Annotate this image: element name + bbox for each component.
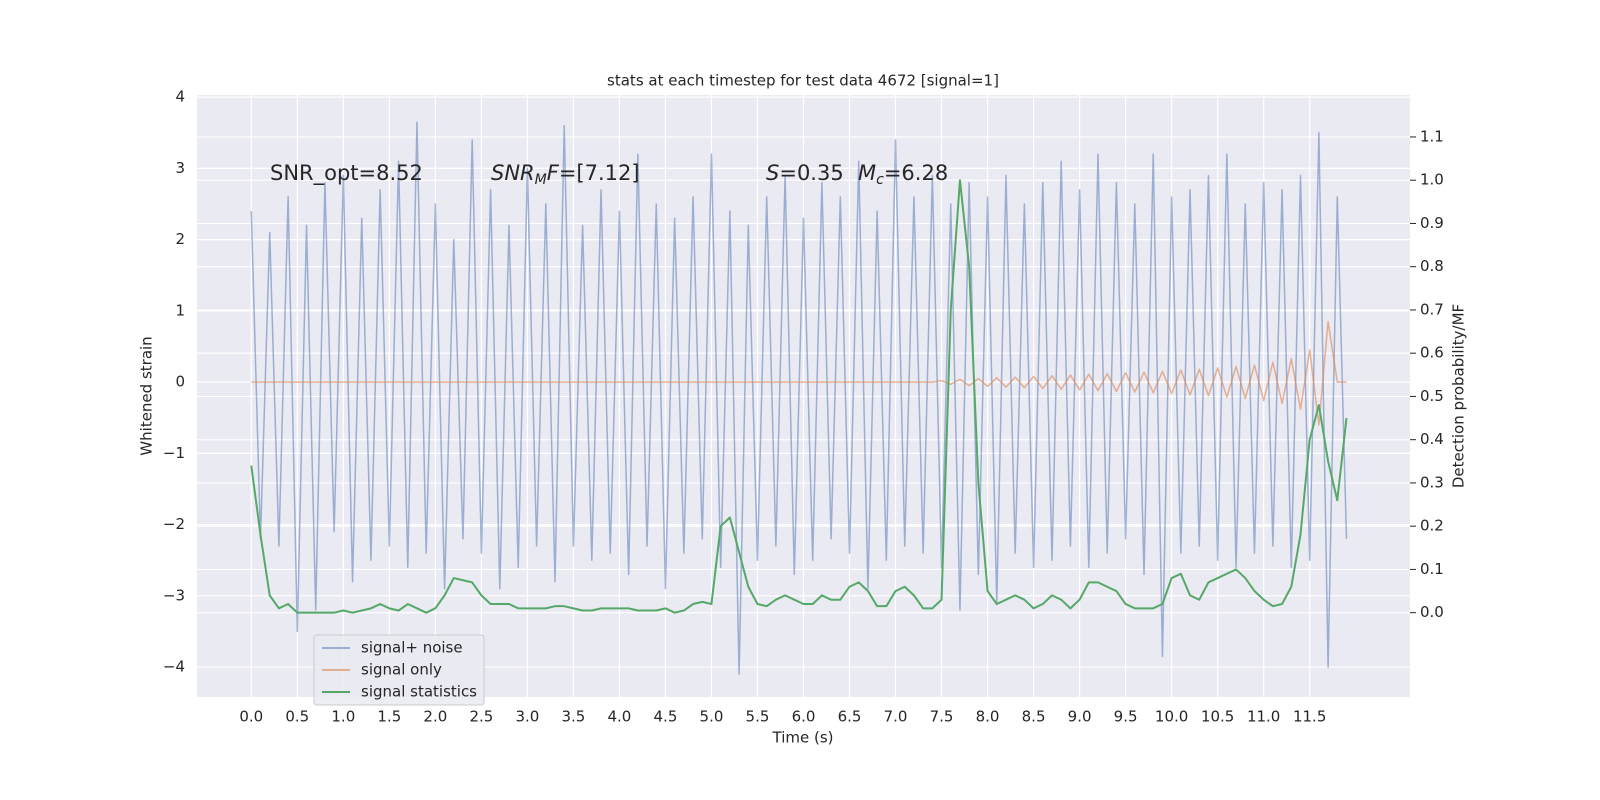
annotation: SNR_opt=8.52 [270,161,423,186]
x-tick-label: 11.0 [1247,708,1280,726]
y2-tick-label: 0.5 [1420,387,1444,405]
x-tick-label: 11.5 [1293,708,1326,726]
annotation-text: M [858,161,876,185]
x-tick-label: 1.5 [377,708,401,726]
x-tick-label: 6.0 [792,708,816,726]
legend-label: signal statistics [361,683,477,701]
y-axis-label: Whitened strain [138,336,156,455]
annotation-text: =[7.12] [559,161,640,185]
x-tick-label: 9.5 [1114,708,1138,726]
annotation: Mc=6.28 [858,161,948,188]
x-tick-label: 6.5 [838,708,862,726]
annotation-text: S [766,161,779,185]
x-tick-label: 4.5 [654,708,678,726]
chart-title: stats at each timestep for test data 467… [607,72,999,90]
y2-tick-label: 0.4 [1420,430,1444,448]
x-tick-label: 3.5 [561,708,585,726]
legend-box [313,634,485,706]
x-tick-label: 2.5 [469,708,493,726]
x-tick-label: 10.0 [1155,708,1188,726]
x-axis-label: Time (s) [772,729,834,747]
x-tick-label: 8.0 [976,708,1000,726]
legend-label: signal+ noise [361,639,463,657]
y2-tick-label: 1.0 [1420,171,1444,189]
y2-tick-label: 0.3 [1420,473,1444,491]
legend: signal+ noise signal only signal statistic… [313,634,485,706]
annotation-text: M [535,172,547,188]
y2-tick-label: 0.1 [1420,560,1444,578]
x-tick-label: 8.5 [1022,708,1046,726]
series-line [251,320,1347,426]
y2-tick-label: 0.8 [1420,257,1444,275]
y-tick-label: 0 [175,373,185,391]
y-tick-label: −1 [163,444,185,462]
annotation-text: =6.28 [884,161,948,185]
y-tick-label: 2 [175,230,185,248]
x-tick-label: 7.5 [930,708,954,726]
annotation-text: =0.35 [779,161,843,185]
y2-tick-label: 0.2 [1420,517,1444,535]
x-tick-label: 3.0 [515,708,539,726]
x-tick-label: 2.0 [423,708,447,726]
y-tick-label: 3 [175,159,185,177]
x-tick-label: 0.0 [239,708,263,726]
x-tick-label: 4.0 [608,708,632,726]
axes: 0.0 0.5 1.0 1.5 2.0 2.5 3.0 3.5 4.0 4.5 5.0 5.5 6.0 6… [163,88,1444,726]
x-tick-label: 1.0 [331,708,355,726]
annotation-text: SNR_opt=8.52 [270,161,423,186]
y-tick-label: −2 [163,515,185,533]
x-tick-label: 5.0 [700,708,724,726]
annotation-text: c [876,172,884,188]
y2-tick-label: 0.6 [1420,344,1444,362]
y2-tick-label: 1.1 [1420,127,1444,145]
y-tick-label: 4 [175,88,185,106]
annotation: SNRMF=[7.12] [491,161,640,188]
y2-tick-label: 0.9 [1420,214,1444,232]
x-tick-label: 5.5 [746,708,770,726]
y2-tick-label: 0.0 [1420,603,1444,621]
x-tick-label: 9.0 [1068,708,1092,726]
x-tick-label: 7.0 [884,708,908,726]
annotation: S=0.35 [766,161,844,185]
series-line [250,121,1348,675]
y-tick-label: 1 [175,301,185,319]
y2-tick-label: 0.7 [1420,300,1444,318]
x-tick-label: 10.5 [1201,708,1234,726]
legend-label: signal only [361,661,442,679]
x-tick-label: 0.5 [285,708,309,726]
marks [250,121,1348,675]
annotation-text: SNR [491,161,535,185]
y-tick-label: −4 [163,658,185,676]
y2-axis-label: Detection probability/MF [1450,304,1468,488]
annotation-text: F [547,161,560,185]
y-tick-label: −3 [163,586,185,604]
series-line [250,179,1348,614]
